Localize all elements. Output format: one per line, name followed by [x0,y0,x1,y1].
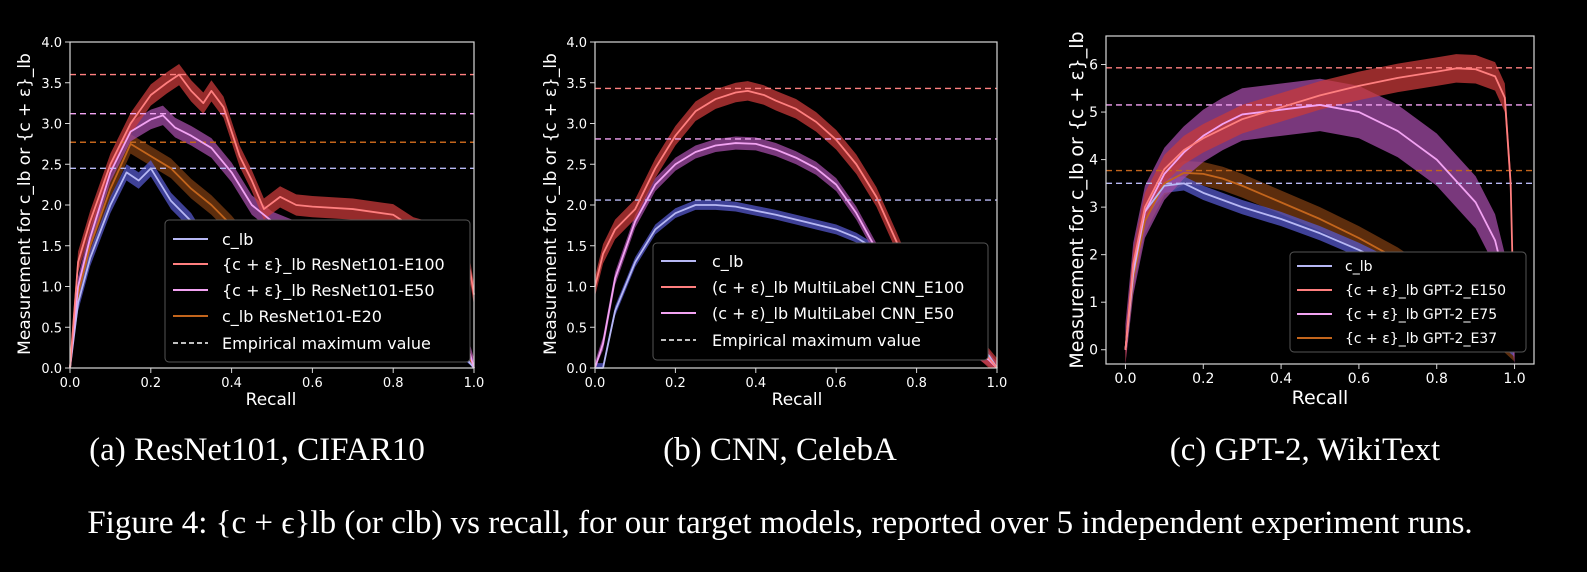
y-tick-label: 4.0 [41,36,62,51]
y-axis-label: Measurement for c_lb or {c + ε}_lb [1066,31,1088,368]
legend-label-0: c_lb [1345,259,1373,275]
chart-panel-c: 0.0 0.2 0.4 0.6 0.8 1.0 0 1 2 3 4 5 6 Recall Measure… [1066,31,1535,468]
y-tick-label: 0.5 [41,321,62,336]
subcaption-a: (a) ResNet101, CIFAR10 [89,432,425,468]
x-tick-label: 0.8 [1426,371,1448,387]
x-tick-label: 1.0 [464,376,485,391]
legend-label-0: c_lb [712,252,743,272]
legend-label-3: Empirical maximum value [712,331,921,350]
y-tick-label: 6 [1089,58,1098,74]
y-tick-label: 3.5 [41,77,62,92]
y-tick-label: 2.0 [566,199,587,214]
x-tick-label: 0.8 [383,376,404,391]
x-tick-label: 1.0 [987,376,1008,391]
y-tick-label: 2 [1089,248,1098,264]
x-tick-label: 0.6 [302,376,323,391]
legend-label-1: (c + ε)_lb MultiLabel CNN_E100 [712,278,964,298]
subcaption-b: (b) CNN, CelebA [663,432,897,468]
y-tick-label: 0.5 [566,321,587,336]
y-tick-label: 1.0 [566,281,587,296]
x-tick-label: 0.2 [665,376,686,391]
legend-label-1: {c + ε}_lb ResNet101-E100 [222,255,445,275]
legend: c_lb (c + ε)_lb MultiLabel CNN_E100 (c +… [652,242,989,361]
x-tick-label: 0.4 [1270,371,1292,387]
subcaption-c: (c) GPT-2, WikiText [1170,432,1440,468]
x-axis-label: Recall [1292,387,1349,409]
y-tick-label: 2.5 [41,158,62,173]
x-axis-label: Recall [246,390,297,410]
y-tick-label: 3 [1089,200,1098,216]
legend-label-3: {c + ε}_lb GPT-2_E37 [1345,331,1497,347]
x-axis-label: Recall [772,390,823,410]
series-line-pink [1124,104,1516,350]
legend-label-2: {c + ε}_lb GPT-2_E75 [1345,307,1497,323]
y-tick-label: 4.0 [566,36,587,51]
chart-panel-a: 0.0 0.2 0.4 0.6 0.8 1.0 0.0 0.5 1.0 1.5 2.0 2.5 3.0 3… [15,36,484,468]
legend-label-1: {c + ε}_lb GPT-2_E150 [1345,283,1506,299]
y-tick-label: 3.0 [41,118,62,133]
x-tick-label: 0.2 [1192,371,1214,387]
y-tick-label: 1.5 [41,240,62,255]
legend-label-2: (c + ε)_lb MultiLabel CNN_E50 [712,304,954,324]
legend: c_lb {c + ε}_lb GPT-2_E150 {c + ε}_lb GP… [1289,251,1527,353]
x-tick-label: 0.6 [826,376,847,391]
x-tick-label: 0.6 [1348,371,1370,387]
plot-frame [1105,35,1535,365]
legend-label-4: Empirical maximum value [222,334,431,353]
legend-box [164,219,471,363]
y-tick-label: 5 [1089,105,1098,121]
y-tick-label: 2.0 [41,199,62,214]
legend-label-2: {c + ε}_lb ResNet101-E50 [222,281,435,301]
x-tick-label: 1.0 [1503,371,1525,387]
legend-label-0: c_lb [222,230,253,250]
y-tick-label: 2.5 [566,158,587,173]
y-tick-label: 1.0 [41,281,62,296]
figure-caption: Figure 4: {c + ϵ}lb (or clb) vs recall, … [87,505,1472,541]
series-band-red [1125,54,1515,364]
y-tick-label: 0 [1089,343,1098,359]
y-tick-label: 3.0 [566,118,587,133]
legend-label-3: c_lb ResNet101-E20 [222,307,382,327]
y-axis-label: Measurement for c_lb or {c + ε}_lb [15,53,35,355]
series-band-pink [1125,78,1515,365]
chart-panel-b: 0.0 0.2 0.4 0.6 0.8 1.0 0.0 0.5 1.0 1.5 2.0 2.5 3.0 3… [541,36,1007,468]
y-tick-label: 3.5 [566,77,587,92]
y-tick-label: 1 [1089,295,1098,311]
series-line-red [1124,67,1516,350]
legend-box [1289,251,1527,353]
x-tick-label: 0.0 [60,376,81,391]
legend-box [652,242,989,361]
x-tick-label: 0.4 [745,376,766,391]
y-axis-label: Measurement for c_lb or {c + ε}_lb [541,53,561,355]
x-tick-label: 0.0 [585,376,606,391]
y-tick-label: 4 [1089,153,1098,169]
x-tick-label: 0.2 [140,376,161,391]
legend: c_lb {c + ε}_lb ResNet101-E100 {c + ε}_l… [164,219,471,363]
y-tick-label: 1.5 [566,240,587,255]
y-tick-label: 0.0 [566,362,587,377]
x-tick-label: 0.0 [1114,371,1136,387]
series-band-red [70,64,474,368]
x-tick-label: 0.8 [906,376,927,391]
x-tick-label: 0.4 [221,376,242,391]
y-tick-label: 0.0 [41,362,62,377]
